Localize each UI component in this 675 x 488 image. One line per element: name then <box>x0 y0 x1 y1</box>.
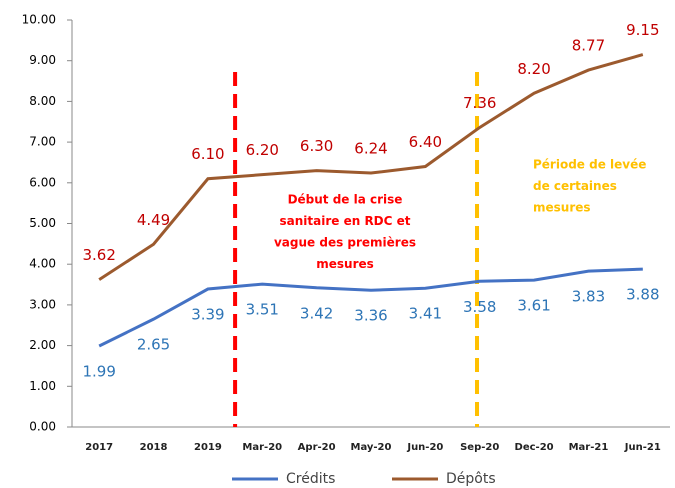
x-tick-label: 2017 <box>85 442 113 453</box>
annotation-text: mesures <box>316 257 374 271</box>
annotation-text: mesures <box>533 201 591 215</box>
x-tick-label: 2019 <box>194 442 222 453</box>
data-label: 6.40 <box>409 133 442 151</box>
x-tick-label: May-20 <box>351 442 392 453</box>
y-tick-label: 0.00 <box>29 420 56 434</box>
y-tick-label: 3.00 <box>29 297 56 311</box>
data-label: 3.88 <box>626 286 659 304</box>
data-label: 3.41 <box>409 305 442 323</box>
y-tick-label: 4.00 <box>29 257 56 271</box>
data-label: 7.36 <box>463 94 496 112</box>
x-tick-label: Dec-20 <box>515 442 554 453</box>
data-label: 6.30 <box>300 137 333 155</box>
series-line <box>98 53 644 281</box>
x-tick-label: Sep-20 <box>460 442 499 453</box>
annotation-text: sanitaire en RDC et <box>280 214 411 228</box>
data-label: 3.51 <box>246 301 279 319</box>
series-line <box>98 267 643 348</box>
legend-label: Crédits <box>286 471 335 487</box>
annotation-text: Période de levée <box>533 158 646 172</box>
annotation-text: de certaines <box>533 179 617 193</box>
data-label: 4.49 <box>137 211 170 229</box>
data-label: 6.20 <box>246 141 279 159</box>
legend-label: Dépôts <box>446 471 496 487</box>
annotation-text: Début de la crise <box>288 193 403 207</box>
y-tick-label: 7.00 <box>29 135 56 149</box>
data-label: 2.65 <box>137 336 170 354</box>
data-label: 3.61 <box>517 297 550 315</box>
data-label: 3.36 <box>354 307 387 325</box>
y-tick-label: 5.00 <box>29 216 56 230</box>
x-tick-label: Apr-20 <box>298 442 336 453</box>
data-label: 3.42 <box>300 304 333 322</box>
data-label: 6.24 <box>354 140 387 158</box>
y-tick-label: 1.00 <box>29 379 56 393</box>
data-label: 3.62 <box>82 246 115 264</box>
y-tick-label: 10.00 <box>22 13 56 27</box>
data-label: 8.77 <box>572 37 605 55</box>
data-label: 3.39 <box>191 306 224 324</box>
data-label: 6.10 <box>191 145 224 163</box>
x-tick-label: Jun-20 <box>406 442 443 453</box>
x-tick-label: Mar-21 <box>569 442 609 453</box>
data-label: 9.15 <box>626 21 659 39</box>
data-label: 1.99 <box>82 363 115 381</box>
data-label: 8.20 <box>517 60 550 78</box>
x-tick-label: 2018 <box>140 442 168 453</box>
y-tick-label: 8.00 <box>29 94 56 108</box>
x-tick-label: Jun-21 <box>624 442 661 453</box>
data-label: 3.83 <box>572 288 605 306</box>
data-label: 3.58 <box>463 298 496 316</box>
y-tick-label: 6.00 <box>29 175 56 189</box>
annotation-text: vague des premières <box>274 236 416 250</box>
y-tick-label: 9.00 <box>29 53 56 67</box>
y-tick-label: 2.00 <box>29 338 56 352</box>
x-tick-label: Mar-20 <box>242 442 282 453</box>
